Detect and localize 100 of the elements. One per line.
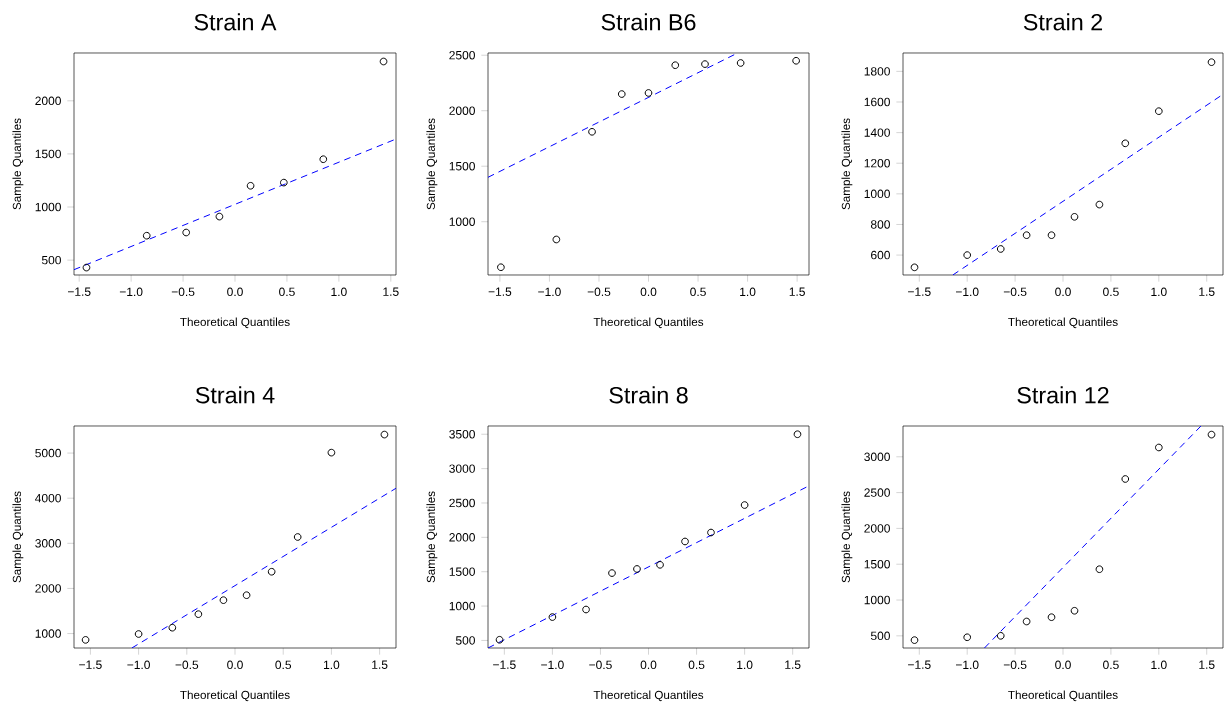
- y-tick-label: 2000: [449, 533, 475, 542]
- y-tick-label: 1000: [449, 217, 475, 226]
- point: [279, 178, 288, 187]
- y-tick-label: 500: [870, 631, 890, 641]
- y-tick-label: 800: [870, 220, 890, 229]
- x-tick-label: 0.0: [1055, 660, 1071, 670]
- point: [963, 633, 972, 642]
- chart-title: Strain 12: [1017, 386, 1109, 404]
- y-tick-label: 1400: [864, 128, 890, 137]
- x-tick-label: 0.5: [1103, 287, 1119, 297]
- point: [242, 591, 251, 600]
- point: [1095, 565, 1104, 574]
- point: [582, 605, 590, 614]
- x-axis-title: Theoretical Quantiles: [1008, 317, 1118, 329]
- point: [1121, 475, 1130, 483]
- chart-title: Strain 8: [609, 386, 688, 404]
- point: [633, 565, 641, 573]
- y-tick-label: 1500: [35, 149, 61, 159]
- point: [495, 635, 504, 644]
- y-tick-label: 1800: [864, 67, 890, 76]
- y-tick-label: 2500: [449, 498, 475, 508]
- x-tick-label: 0.0: [640, 287, 657, 297]
- x-tick-label: 1.5: [785, 660, 801, 669]
- point: [215, 212, 224, 221]
- x-axis-title: Theoretical Quantiles: [180, 690, 290, 702]
- y-tick-label: 2000: [35, 584, 61, 593]
- x-tick-label: −0.5: [175, 660, 199, 670]
- point: [219, 596, 228, 604]
- x-tick-label: 0.0: [227, 287, 243, 297]
- point: [707, 528, 715, 537]
- point: [379, 57, 388, 66]
- point: [1047, 231, 1056, 240]
- y-tick-label: 600: [871, 250, 890, 260]
- x-tick-label: −0.5: [1003, 287, 1027, 297]
- point: [1022, 617, 1031, 626]
- y-tick-label: 1200: [864, 159, 890, 168]
- x-tick-label: −1.0: [127, 660, 150, 670]
- point: [380, 430, 389, 439]
- point: [963, 251, 972, 259]
- y-tick-label: 1500: [449, 567, 475, 576]
- x-tick-label: 0.5: [688, 660, 705, 670]
- y-axis-title: Sample Quantiles: [426, 491, 438, 583]
- y-tick-label: 4000: [35, 493, 61, 503]
- chart-title: Strain A: [194, 13, 277, 31]
- chart-title: Strain 2: [1023, 13, 1103, 31]
- y-axis-title: Sample Quantiles: [841, 491, 853, 583]
- y-tick-label: 2000: [449, 106, 475, 115]
- x-tick-label: 1.0: [1151, 660, 1167, 670]
- x-tick-label: 1.5: [1199, 287, 1215, 296]
- x-tick-label: −1.0: [541, 660, 564, 670]
- x-tick-label: −1.5: [908, 660, 931, 669]
- x-tick-label: −1.0: [119, 287, 143, 297]
- point: [1070, 606, 1079, 615]
- x-axis-title: Theoretical Quantiles: [593, 317, 704, 329]
- chart-title: Strain 4: [195, 386, 275, 404]
- y-tick-label: 5000: [35, 448, 61, 458]
- x-axis-title: Theoretical Quantiles: [180, 317, 290, 329]
- point: [293, 533, 302, 541]
- y-tick-label: 1600: [864, 97, 890, 107]
- y-tick-label: 1000: [35, 202, 61, 212]
- x-tick-label: −1.5: [79, 660, 102, 669]
- x-tick-label: 0.0: [227, 660, 243, 670]
- point: [1047, 613, 1056, 622]
- point: [82, 263, 91, 272]
- y-axis-title: Sample Quantiles: [841, 118, 853, 210]
- point: [996, 632, 1005, 640]
- y-tick-label: 2000: [864, 524, 890, 533]
- x-tick-label: −0.5: [587, 287, 611, 297]
- point: [246, 181, 255, 190]
- point: [736, 59, 745, 67]
- point: [792, 56, 800, 65]
- x-tick-label: 1.5: [372, 660, 388, 669]
- point: [671, 61, 680, 70]
- x-tick-label: 1.5: [383, 287, 399, 296]
- x-tick-label: −0.5: [589, 660, 612, 670]
- y-tick-label: 1000: [449, 601, 475, 611]
- point: [910, 636, 919, 644]
- x-axis-title: Theoretical Quantiles: [593, 690, 704, 702]
- point: [1154, 107, 1163, 116]
- point: [497, 263, 505, 272]
- point: [681, 537, 689, 546]
- point: [996, 245, 1005, 253]
- point: [1154, 443, 1163, 452]
- point: [1070, 212, 1079, 221]
- y-tick-label: 3000: [35, 539, 61, 548]
- point: [701, 60, 709, 68]
- x-tick-label: −1.5: [67, 287, 91, 296]
- point: [793, 430, 802, 439]
- point: [644, 89, 653, 97]
- x-tick-label: 1.0: [740, 287, 756, 297]
- y-tick-label: 2000: [35, 96, 61, 106]
- point: [1121, 139, 1130, 148]
- point: [1207, 430, 1216, 439]
- x-tick-label: 1.5: [1199, 660, 1215, 669]
- x-tick-label: −1.5: [908, 287, 931, 296]
- x-tick-label: −1.5: [493, 660, 516, 669]
- y-tick-label: 500: [41, 255, 61, 265]
- point: [740, 501, 749, 509]
- point: [608, 569, 616, 577]
- point: [81, 636, 90, 644]
